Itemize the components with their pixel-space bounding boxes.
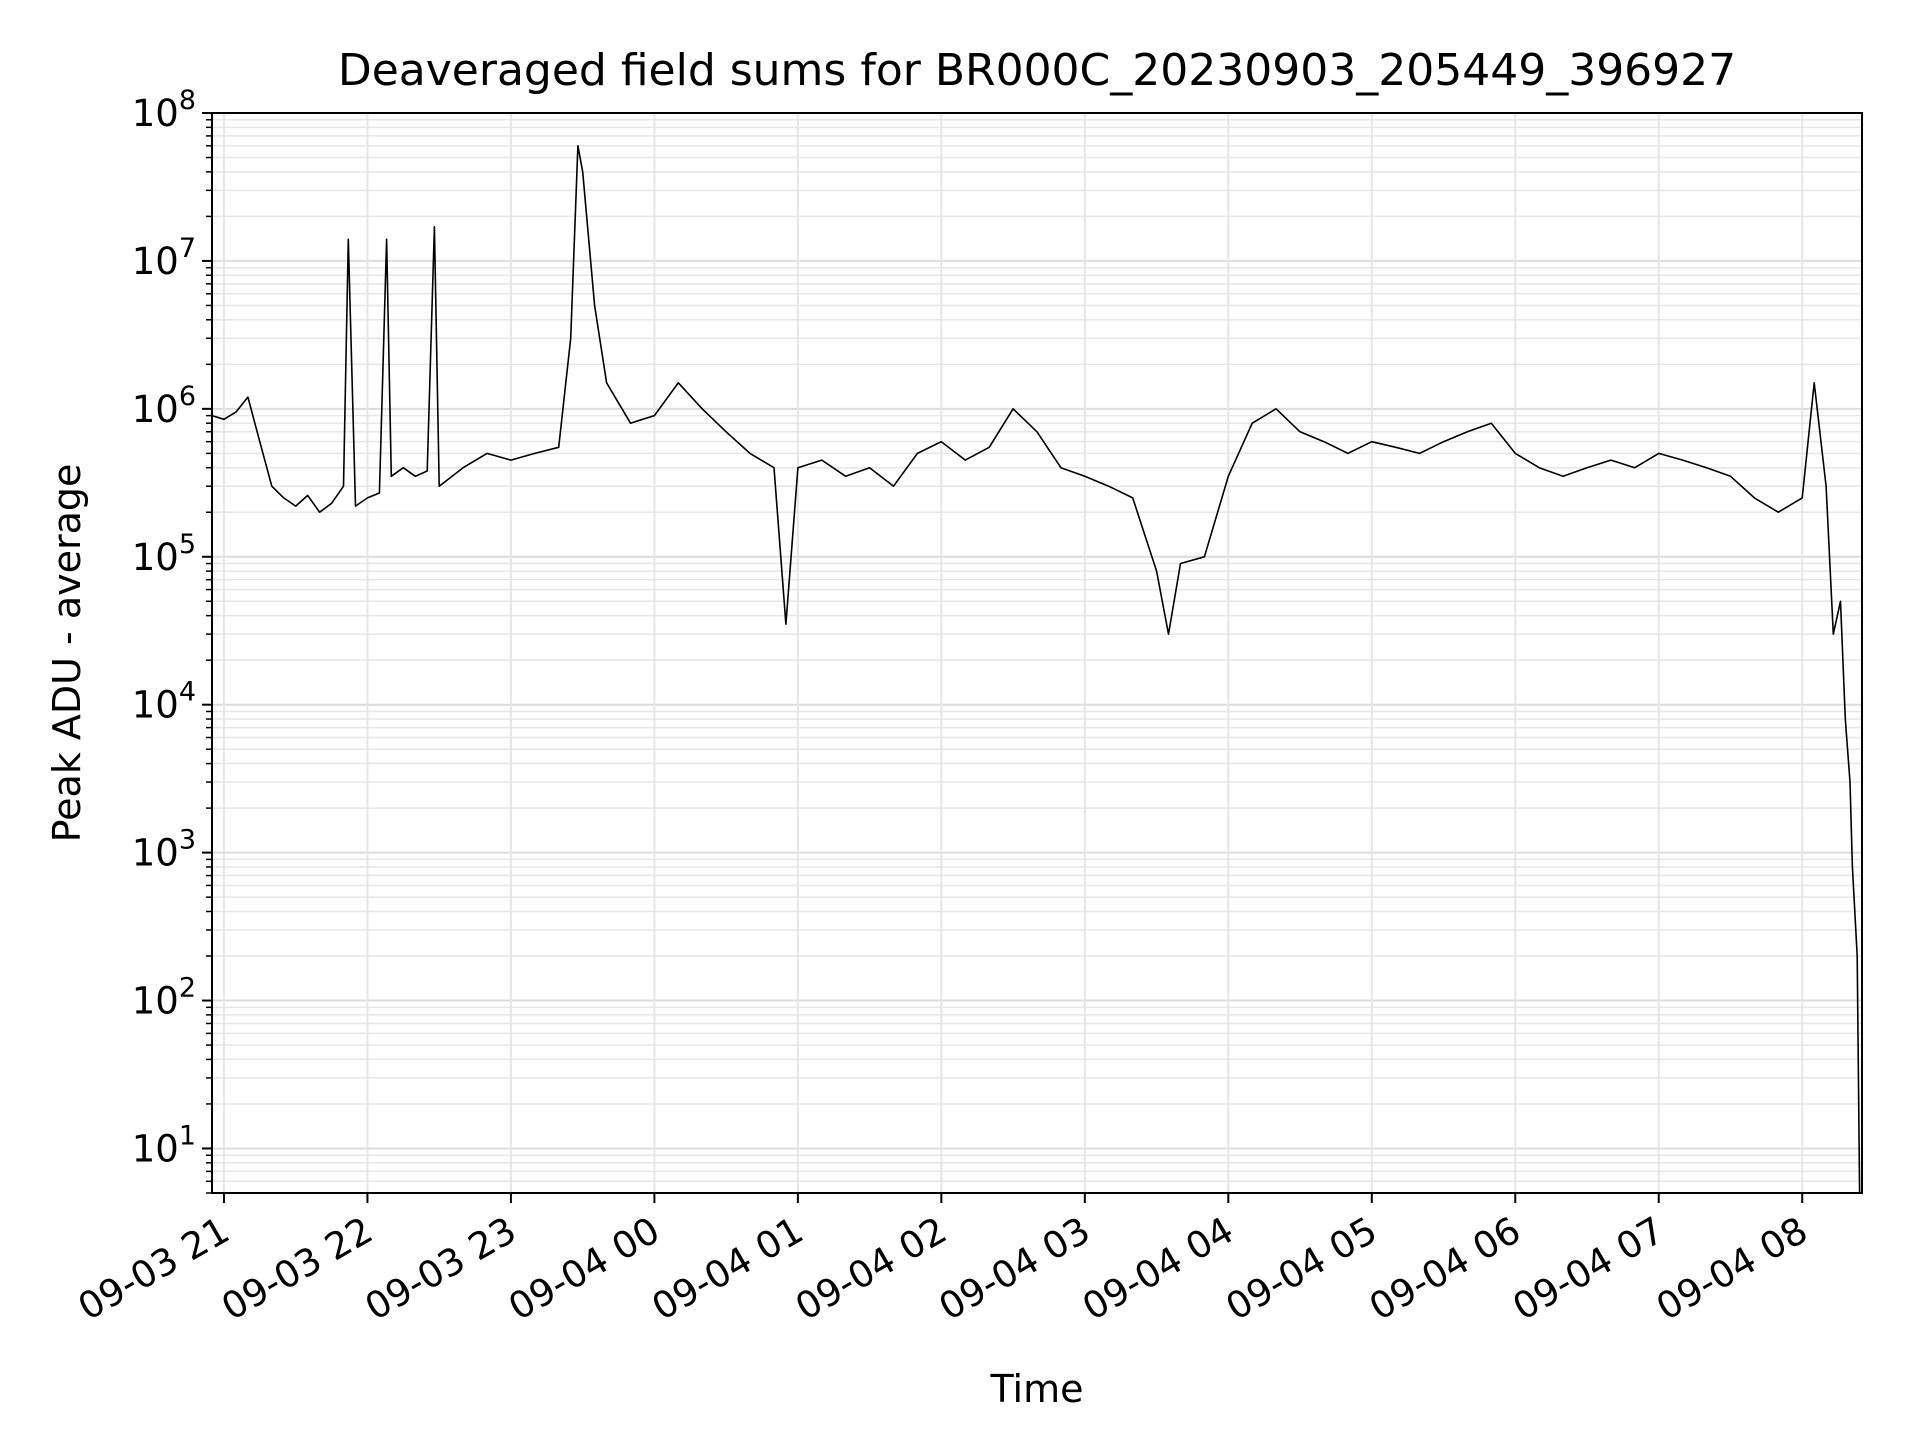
y-tick-label: 103 <box>132 825 196 875</box>
grid-lines <box>212 112 1862 1194</box>
plot-area-frame <box>211 112 1863 1194</box>
series-line <box>211 145 1861 1194</box>
x-axis-label: Time <box>990 1367 1084 1411</box>
y-tick-label: 108 <box>132 85 196 135</box>
y-axis: 101 102 103 104 105 106 107 108 <box>132 85 212 1194</box>
y-axis-label: Peak ADU - average <box>45 464 89 843</box>
y-tick-label: 105 <box>132 529 196 579</box>
chart-title: Deaveraged field sums for BR000C_2023090… <box>338 45 1736 96</box>
y-tick-label: 107 <box>132 233 196 283</box>
y-tick-label: 104 <box>132 677 196 727</box>
series-layer <box>211 145 1861 1194</box>
y-tick-label: 101 <box>132 1120 196 1170</box>
y-tick-label: 102 <box>132 973 196 1023</box>
y-tick-label: 106 <box>132 381 196 431</box>
